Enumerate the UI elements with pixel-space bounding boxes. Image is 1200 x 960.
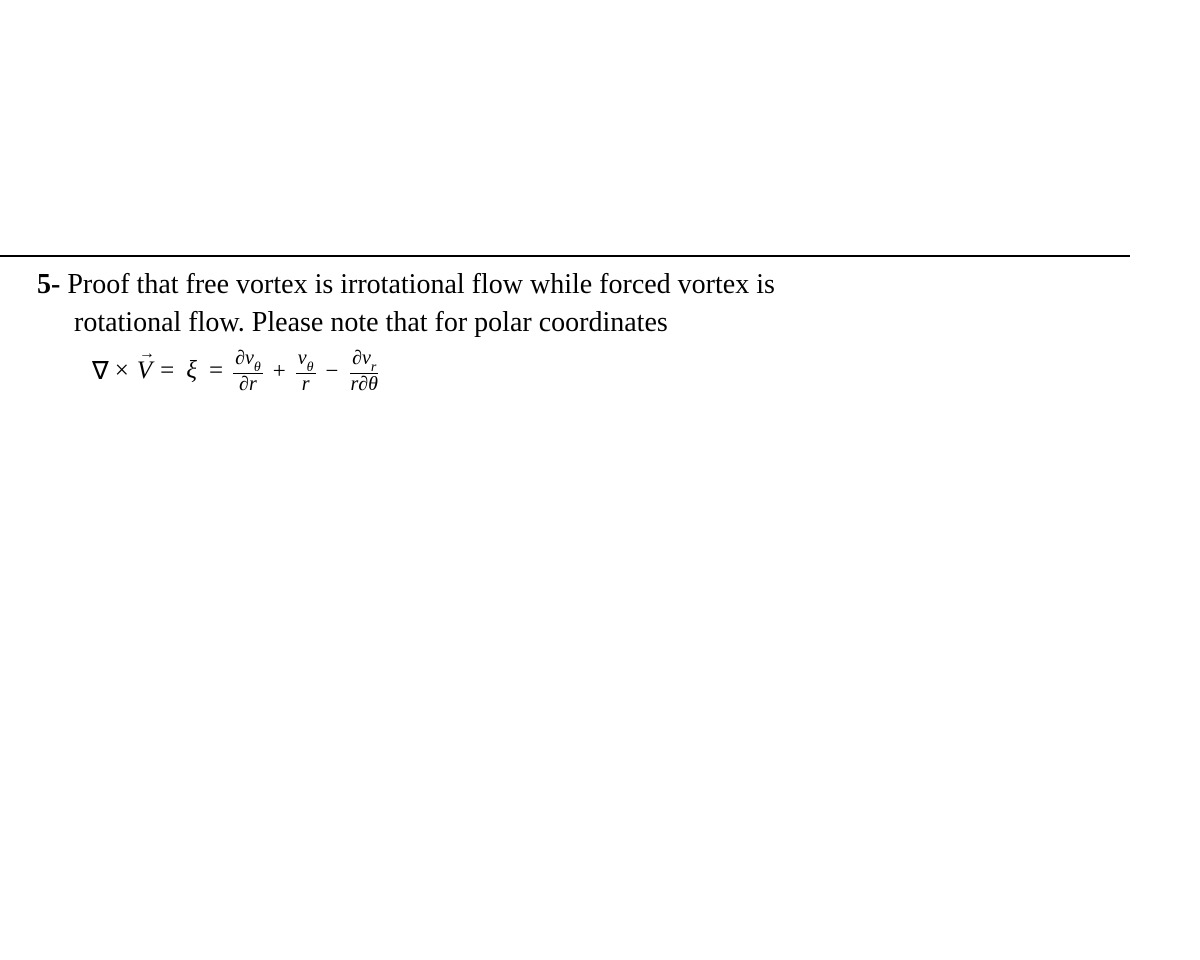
question-line-1: 5- Proof that free vortex is irrotationa…	[37, 266, 1137, 304]
term-2-denominator: r	[300, 374, 312, 395]
horizontal-rule	[0, 255, 1130, 257]
equals-sign-1: =	[160, 357, 174, 385]
cross-product-symbol: ×	[115, 357, 129, 385]
theta-3: θ	[368, 373, 378, 395]
partial-3: ∂	[352, 347, 362, 369]
xi-symbol: ξ	[186, 357, 197, 385]
velocity-vector: → V	[137, 357, 152, 385]
vector-arrow: →	[139, 345, 155, 363]
term-2-numerator: vθ	[296, 348, 316, 375]
r-2: r	[302, 373, 310, 395]
r-sub-3: r	[371, 360, 376, 375]
question-number: 5-	[37, 269, 60, 300]
term-1-denominator: ∂r	[237, 374, 259, 395]
vorticity-equation: ∇ × → V = ξ = ∂vθ ∂r + vθ r −	[92, 348, 1137, 396]
theta-sub-2: θ	[307, 360, 314, 375]
partial-2: ∂	[239, 373, 249, 395]
r-1: r	[249, 373, 257, 395]
term-3-numerator: ∂vr	[350, 348, 378, 375]
equals-sign-2: =	[209, 357, 223, 385]
v-3: v	[362, 347, 371, 369]
v-1: v	[245, 347, 254, 369]
term-3-fraction: ∂vr r∂θ	[348, 348, 380, 396]
term-3-denominator: r∂θ	[348, 374, 380, 395]
question-text-1: Proof that free vortex is irrotational f…	[60, 269, 775, 300]
question-content: 5- Proof that free vortex is irrotationa…	[37, 266, 1137, 395]
plus-operator: +	[273, 358, 286, 384]
theta-sub-1: θ	[254, 360, 261, 375]
question-line-2: rotational flow. Please note that for po…	[74, 304, 1137, 342]
partial-4: ∂	[358, 373, 368, 395]
nabla-symbol: ∇	[92, 356, 109, 386]
minus-operator: −	[326, 358, 339, 384]
v-2: v	[298, 347, 307, 369]
term-1-fraction: ∂vθ ∂r	[233, 348, 263, 396]
partial-1: ∂	[235, 347, 245, 369]
term-2-fraction: vθ r	[296, 348, 316, 396]
term-1-numerator: ∂vθ	[233, 348, 263, 375]
